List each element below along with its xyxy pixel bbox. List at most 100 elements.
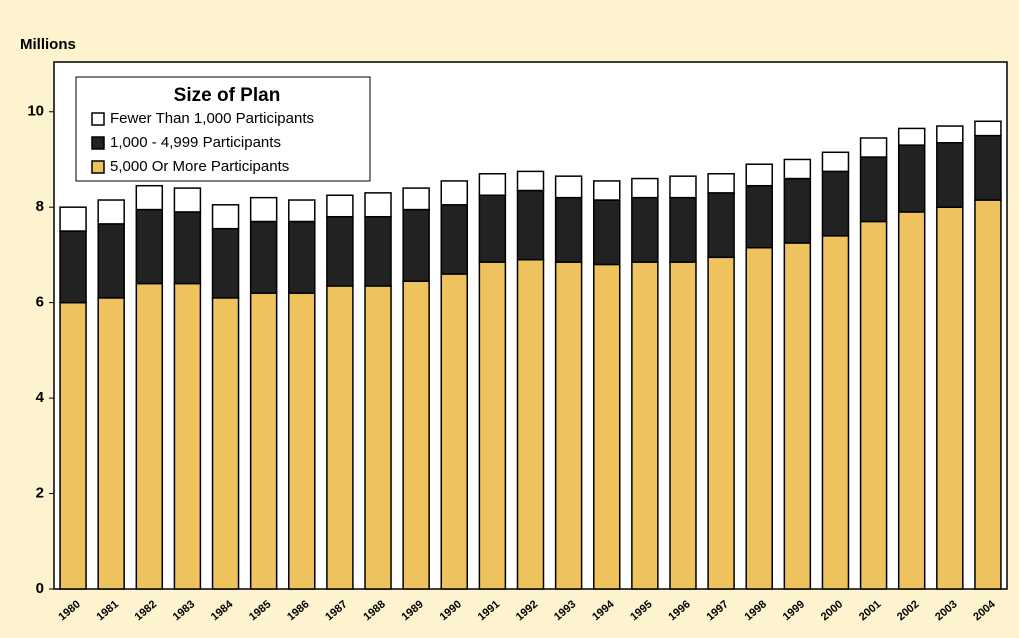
bar-segment: [936, 125, 964, 144]
y-tick-label: 10: [27, 103, 44, 120]
bar-segment: [478, 194, 507, 263]
x-tick-label: 1999: [781, 598, 807, 623]
x-tick-label: 2004: [971, 598, 998, 623]
bar-segment: [478, 261, 507, 590]
bar-segment: [745, 163, 773, 187]
bar-segment: [364, 215, 392, 287]
x-tick-label: 1995: [628, 598, 654, 623]
x-tick-label: 2002: [895, 598, 921, 623]
bar-segment: [554, 175, 583, 199]
bar-segment: [745, 184, 773, 249]
bar-segment: [211, 227, 240, 299]
bar-segment: [821, 151, 850, 173]
bar-segment: [249, 220, 278, 294]
bar-segment: [783, 242, 812, 590]
bar-segment: [440, 204, 469, 275]
bar-segment: [440, 273, 469, 590]
bar-segment: [631, 177, 659, 199]
bar-segment: [326, 215, 354, 287]
bar-segment: [707, 256, 735, 590]
x-tick-label: 1988: [361, 598, 387, 623]
x-tick-label: 1991: [476, 598, 502, 623]
legend-swatch: [91, 112, 105, 126]
bar-segment: [745, 247, 773, 590]
bar-segment: [173, 211, 202, 285]
y-tick-label: 6: [36, 294, 44, 311]
bar-segment: [974, 199, 1002, 590]
bar-segment: [516, 258, 545, 590]
bar-segment: [554, 196, 583, 263]
bar-segment: [97, 297, 125, 590]
bar-segment: [669, 175, 697, 199]
legend-label: 1,000 - 4,999 Participants: [110, 134, 281, 151]
x-tick-label: 1996: [666, 598, 692, 623]
bar-segment: [288, 199, 316, 223]
bar-segment: [211, 204, 240, 230]
x-tick-label: 1981: [95, 598, 121, 623]
y-tick-label: 2: [36, 485, 44, 502]
bar-segment: [592, 199, 621, 266]
legend-title: Size of Plan: [174, 85, 281, 106]
bar-segment: [897, 144, 926, 213]
bar-segment: [783, 177, 812, 244]
bar-segment: [364, 192, 392, 218]
bar-segment: [669, 196, 697, 263]
bar-segment: [440, 180, 469, 206]
bar-segment: [631, 261, 659, 590]
bar-segment: [936, 206, 964, 590]
bar-segment: [97, 199, 125, 225]
y-tick-label: 8: [36, 198, 44, 215]
bar-segment: [631, 196, 659, 263]
x-tick-label: 1986: [285, 598, 311, 623]
bar-segment: [859, 156, 888, 223]
bar-segment: [288, 220, 316, 294]
x-tick-label: 1997: [704, 598, 730, 623]
x-tick-label: 2000: [819, 598, 845, 623]
bar-segment: [974, 120, 1002, 137]
bar-segment: [516, 189, 545, 261]
x-tick-label: 1989: [399, 598, 425, 623]
bar-segment: [59, 301, 87, 590]
bar-segment: [478, 173, 507, 196]
legend-swatch: [91, 136, 105, 150]
x-tick-label: 1994: [590, 598, 617, 623]
legend-swatch: [91, 160, 105, 174]
bar-segment: [402, 208, 430, 282]
bar-segment: [173, 187, 202, 213]
bar-segment: [897, 211, 926, 590]
bar-segment: [135, 208, 164, 285]
x-tick-label: 1990: [438, 598, 464, 623]
bar-segment: [554, 261, 583, 590]
y-tick-label: 0: [36, 580, 44, 597]
bar-segment: [859, 137, 888, 158]
bar-segment: [402, 280, 430, 590]
x-tick-label: 1998: [743, 598, 769, 623]
bar-segment: [592, 263, 621, 590]
y-tick-label: 4: [36, 389, 45, 406]
bar-segment: [592, 180, 621, 201]
bar-segment: [516, 170, 545, 192]
bar-segment: [135, 282, 164, 590]
x-tick-label: 1987: [323, 598, 349, 623]
x-tick-label: 1993: [552, 598, 578, 623]
legend-box: [75, 76, 371, 182]
bar-segment: [707, 192, 735, 259]
bar-segment: [211, 297, 240, 590]
bar-segment: [135, 184, 164, 211]
bar-segment: [859, 220, 888, 590]
x-tick-label: 2001: [857, 598, 883, 623]
bar-segment: [783, 158, 812, 180]
bar-segment: [707, 173, 735, 194]
x-tick-label: 1992: [514, 598, 540, 623]
bar-segment: [59, 206, 87, 232]
y-axis-label: Millions: [20, 36, 76, 53]
bar-segment: [364, 285, 392, 590]
x-tick-label: 1984: [209, 598, 236, 623]
x-tick-label: 1980: [56, 598, 82, 623]
legend-label: 5,000 Or More Participants: [110, 158, 289, 175]
bar-segment: [821, 170, 850, 237]
bar-segment: [249, 196, 278, 223]
x-tick-label: 2003: [933, 598, 959, 623]
legend-label: Fewer Than 1,000 Participants: [110, 110, 314, 127]
